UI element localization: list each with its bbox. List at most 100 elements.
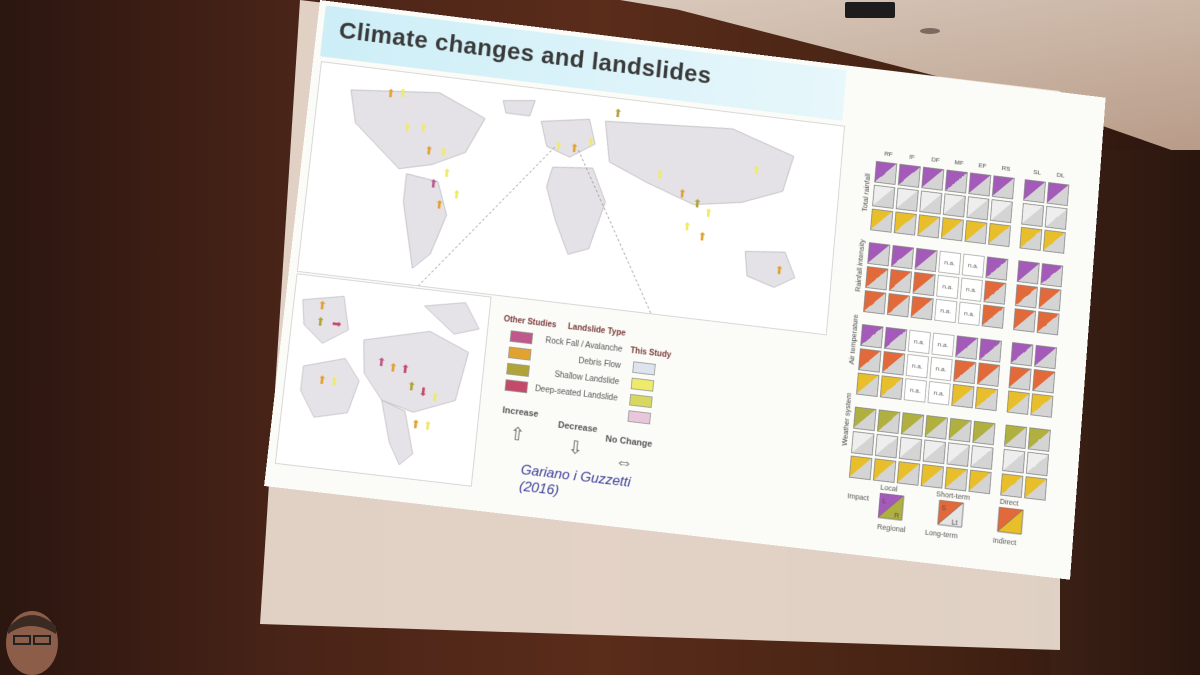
- matrix-cell: [968, 469, 992, 495]
- matrix-cell: [1036, 311, 1060, 336]
- svg-text:⬆: ⬆: [300, 371, 311, 385]
- svg-text:⬆: ⬆: [418, 121, 429, 135]
- europe-inset-panel: [274, 273, 492, 487]
- svg-text:⬆: ⬆: [385, 87, 396, 101]
- svg-text:⬆: ⬆: [315, 315, 326, 329]
- matrix-cell: [897, 163, 921, 188]
- matrix-cell: [860, 324, 884, 349]
- matrix-cell: [1034, 344, 1058, 370]
- legend-swatch-this-debris: [630, 377, 655, 392]
- legend-increase-label: Increase: [501, 405, 539, 420]
- matrix-key: Local Impact Regional Short-term Long-te…: [843, 479, 1055, 569]
- matrix-cell: [1019, 226, 1043, 251]
- svg-text:⬆: ⬆: [586, 135, 597, 149]
- matrix-cell-na: n.a.: [931, 332, 955, 357]
- svg-text:⬆: ⬆: [682, 220, 693, 234]
- matrix-cell: [1014, 284, 1038, 309]
- matrix-cell: [900, 412, 925, 437]
- svg-text:⬇: ⬇: [418, 385, 429, 399]
- column-header: MF: [954, 158, 964, 167]
- column-header: RF: [884, 149, 893, 159]
- legend: Other Studies Landslide Type This Study …: [487, 315, 680, 500]
- matrix-cell: [914, 247, 938, 273]
- audience-person: [6, 611, 58, 675]
- matrix-cell: [981, 304, 1005, 329]
- matrix-cell: [872, 458, 897, 483]
- matrix-cell: [1000, 473, 1024, 498]
- matrix-cell-na: n.a.: [927, 381, 951, 406]
- legend-decrease-label: Decrease: [557, 420, 598, 435]
- matrix-cell: [912, 271, 936, 297]
- matrix-cell: [966, 196, 990, 221]
- matrix-cell: [948, 417, 972, 443]
- matrix-cell: [863, 290, 887, 315]
- landslide-arrows: ⬆ ⬆ ⬆ ⬆ ⬆ ⬆ ⬆⬆ ⬆⬆ ⬆ ⬆ ⬆⬆ ⬆⬆ ⬆⬆ ⬆⬆ ⬆⬆ ⬆⬆ ➡⬆ ⬆…: [300, 87, 784, 434]
- matrix-cell: [853, 406, 877, 432]
- svg-text:⬆: ⬆: [402, 121, 413, 135]
- matrix-cell: [1016, 260, 1040, 285]
- matrix-cell: [944, 466, 968, 492]
- matrix-cell-na: n.a.: [929, 356, 953, 382]
- svg-text:⬆: ⬆: [398, 87, 409, 101]
- matrix-cell: [877, 409, 901, 434]
- legend-swatch-this-shallow: [629, 393, 653, 409]
- matrix-cell: [946, 442, 970, 467]
- matrix-cell-na: n.a.: [907, 329, 931, 355]
- matrix-cell: [917, 214, 941, 239]
- matrix-cell-na: n.a.: [961, 253, 985, 278]
- matrix-cell: [989, 199, 1013, 224]
- svg-text:➡: ➡: [331, 317, 343, 331]
- svg-text:⬆: ⬆: [697, 230, 708, 244]
- matrix-cell: [970, 445, 994, 470]
- ceiling-speaker: [920, 28, 940, 34]
- matrix-cell: [1024, 476, 1048, 501]
- matrix-cell: [988, 222, 1011, 248]
- svg-text:⬆: ⬆: [451, 188, 462, 202]
- matrix-cell: [1013, 308, 1037, 333]
- matrix-cell: [858, 348, 882, 373]
- svg-text:⬆: ⬆: [438, 146, 449, 160]
- svg-text:⬆: ⬆: [703, 206, 714, 220]
- matrix-cell: [1030, 393, 1054, 418]
- svg-text:⬆: ⬆: [692, 197, 703, 211]
- svg-text:⬆: ⬆: [428, 177, 439, 191]
- svg-text:⬆: ⬆: [751, 164, 761, 178]
- matrix-cell: [1002, 448, 1026, 474]
- matrix-cell: [1042, 229, 1066, 254]
- ceiling-light: [845, 2, 895, 18]
- column-header: SL: [1033, 168, 1042, 177]
- matrix-cell: [1044, 205, 1068, 230]
- matrix-cell-na: n.a.: [936, 274, 960, 299]
- matrix-cell: [983, 280, 1007, 305]
- svg-text:⬆: ⬆: [422, 419, 433, 433]
- matrix-cell: [964, 220, 988, 245]
- svg-text:⬆: ⬆: [329, 375, 340, 389]
- matrix-cell: [893, 211, 917, 236]
- matrix-cell: [1040, 263, 1064, 288]
- svg-text:⬆: ⬆: [400, 362, 411, 376]
- column-header: EF: [978, 161, 987, 170]
- matrix-cell: [924, 415, 948, 440]
- matrix-cell: [1006, 390, 1030, 415]
- svg-text:⬆: ⬆: [774, 264, 784, 278]
- matrix-cell: [1023, 179, 1046, 204]
- matrix-cell: [896, 461, 921, 486]
- matrix-cell-na: n.a.: [905, 353, 929, 379]
- matrix-cell: [872, 184, 896, 209]
- key-l-marker: L: [882, 496, 887, 506]
- matrix-cell: [951, 383, 975, 409]
- matrix-cell: [874, 433, 899, 459]
- matrix-cell: [881, 351, 906, 376]
- matrix-cell: [1010, 342, 1034, 367]
- key-local: Local: [880, 483, 898, 494]
- matrix-cell: [1021, 202, 1045, 227]
- legend-this-study-heading: This Study: [629, 346, 672, 361]
- svg-text:⬆: ⬆: [388, 361, 399, 375]
- matrix-cell: [1025, 451, 1049, 477]
- matrix-cell: [922, 439, 946, 465]
- matrix-cell: [940, 217, 964, 242]
- arrow-both-icon: ⇔: [614, 450, 635, 473]
- matrix-cell: [978, 338, 1002, 363]
- matrix-cell: [851, 431, 875, 456]
